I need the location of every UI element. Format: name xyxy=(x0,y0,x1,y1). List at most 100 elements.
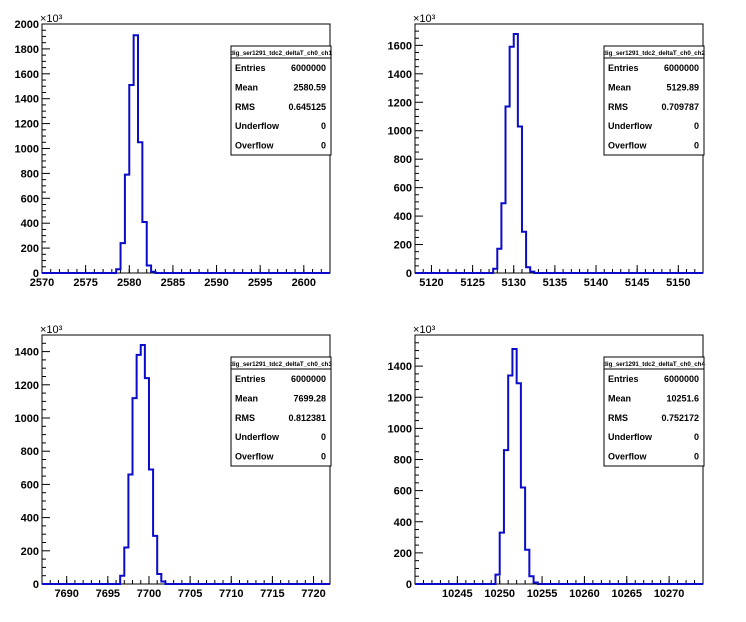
histogram-bin xyxy=(493,269,497,273)
y-tick-label: 400 xyxy=(21,218,39,230)
histogram-bin xyxy=(512,349,516,584)
y-tick-label: 1200 xyxy=(15,380,39,392)
histogram-pad-ch3: ×10³ 0 200 400 600 800 1000 1200 1400 7690 7695 770… xyxy=(0,323,373,611)
histogram-bin xyxy=(128,474,132,584)
histogram-bin xyxy=(141,345,145,584)
x-tick-label: 5125 xyxy=(460,277,484,289)
y-tick-label: 0 xyxy=(406,268,412,280)
stats-value: 10251.6 xyxy=(666,393,699,403)
y-tick-label: 0 xyxy=(406,579,412,591)
histogram-bin xyxy=(142,222,146,273)
stats-value: 6000000 xyxy=(291,374,326,384)
y-tick-label: 1000 xyxy=(15,413,39,425)
x-tick-label: 5130 xyxy=(502,277,526,289)
stats-label: Entries xyxy=(608,374,639,384)
stats-label: Entries xyxy=(235,374,266,384)
histogram-bin xyxy=(133,398,137,584)
histogram-bin xyxy=(517,383,521,584)
histogram-bin xyxy=(138,142,142,273)
histogram-bin xyxy=(121,243,125,273)
histogram-outline xyxy=(42,343,330,585)
histogram-bin xyxy=(506,107,510,273)
stats-value: 0 xyxy=(321,452,326,462)
histogram-bin xyxy=(521,488,525,584)
stats-label: Underflow xyxy=(608,121,653,131)
x-tick-label: 10250 xyxy=(484,588,515,600)
x-tick-label: 10265 xyxy=(611,588,642,600)
histogram-bin xyxy=(501,203,505,273)
y-multiplier-label: ×10³ xyxy=(40,324,63,336)
y-tick-label: 1400 xyxy=(15,94,39,106)
y-tick-label: 1200 xyxy=(388,392,412,404)
stats-title: dig_ser1291_tdc2_deltaT_ch0_ch3 xyxy=(230,361,332,368)
histogram-ch3: ×10³ 0 200 400 600 800 1000 1200 1400 7690 7695 770… xyxy=(15,324,333,600)
histogram-bin xyxy=(151,272,155,273)
histogram-bin xyxy=(161,582,165,584)
y-tick-label: 1600 xyxy=(388,40,412,52)
stats-value: 5129.89 xyxy=(666,82,699,92)
histogram-bin xyxy=(137,355,141,584)
y-tick-label: 800 xyxy=(394,154,412,166)
stats-label: RMS xyxy=(235,413,255,423)
x-tick-label: 7700 xyxy=(137,588,161,600)
y-multiplier-label: ×10³ xyxy=(40,13,63,25)
stats-value: 6000000 xyxy=(291,63,326,73)
stats-title: dig_ser1291_tdc2_deltaT_ch0_ch1 xyxy=(230,50,332,57)
stats-value: 0 xyxy=(321,432,326,442)
y-tick-label: 600 xyxy=(21,479,39,491)
histogram-bin xyxy=(134,35,138,273)
x-tick-label: 2590 xyxy=(204,277,228,289)
stats-value: 6000000 xyxy=(664,374,699,384)
y-tick-label: 200 xyxy=(394,548,412,560)
y-tick-label: 400 xyxy=(394,517,412,529)
x-tick-label: 10260 xyxy=(569,588,600,600)
y-tick-label: 1000 xyxy=(15,144,39,156)
stats-value: 0 xyxy=(694,452,699,462)
stats-label: Underflow xyxy=(608,432,653,442)
histogram-bin xyxy=(125,175,129,273)
histogram-bin xyxy=(153,536,157,584)
y-tick-label: 2000 xyxy=(15,19,39,31)
y-tick-label: 1000 xyxy=(388,126,412,138)
histogram-ch4: ×10³ 0 200 400 600 800 1000 1200 1400 10245 10250 1… xyxy=(388,324,706,600)
x-tick-label: 2600 xyxy=(292,277,316,289)
y-tick-label: 1400 xyxy=(388,69,412,81)
stats-value: 0.645125 xyxy=(288,102,326,112)
y-multiplier-label: ×10³ xyxy=(413,324,436,336)
histogram-bin xyxy=(147,266,151,273)
y-tick-label: 0 xyxy=(33,268,39,280)
stats-label: Mean xyxy=(608,82,631,92)
stats-label: Underflow xyxy=(235,432,280,442)
x-tick-label: 2595 xyxy=(248,277,272,289)
stats-value: 7699.28 xyxy=(293,393,326,403)
y-tick-label: 600 xyxy=(21,193,39,205)
y-tick-label: 1600 xyxy=(15,69,39,81)
x-tick-label: 5145 xyxy=(625,277,649,289)
stats-value: 2580.59 xyxy=(293,82,326,92)
x-tick-label: 5140 xyxy=(584,277,608,289)
stats-box xyxy=(603,45,705,156)
stats-title: dig_ser1291_tdc2_deltaT_ch0_ch4 xyxy=(603,361,705,368)
histogram-bin xyxy=(497,249,501,273)
y-multiplier-label: ×10³ xyxy=(413,13,436,25)
stats-box xyxy=(230,356,332,467)
histogram-bin xyxy=(525,550,529,584)
y-tick-label: 1200 xyxy=(15,119,39,131)
stats-value: 0 xyxy=(694,432,699,442)
histogram-bin xyxy=(129,85,133,273)
histogram-bin xyxy=(116,269,120,273)
y-tick-label: 0 xyxy=(33,579,39,591)
histogram-outline xyxy=(415,348,703,585)
histogram-outline xyxy=(415,32,703,274)
y-tick-label: 1400 xyxy=(388,361,412,373)
y-tick-label: 400 xyxy=(394,211,412,223)
stats-label: Mean xyxy=(608,393,631,403)
x-tick-label: 5135 xyxy=(543,277,567,289)
histogram-pad-ch2: ×10³ 0 200 400 600 800 1000 1200 1400 1600 5120 512… xyxy=(373,12,746,300)
y-tick-label: 1200 xyxy=(388,97,412,109)
x-tick-label: 10255 xyxy=(527,588,558,600)
stats-value: 0 xyxy=(321,141,326,151)
stats-label: Overflow xyxy=(608,141,648,151)
y-tick-label: 600 xyxy=(394,183,412,195)
histogram-bin xyxy=(530,272,534,273)
